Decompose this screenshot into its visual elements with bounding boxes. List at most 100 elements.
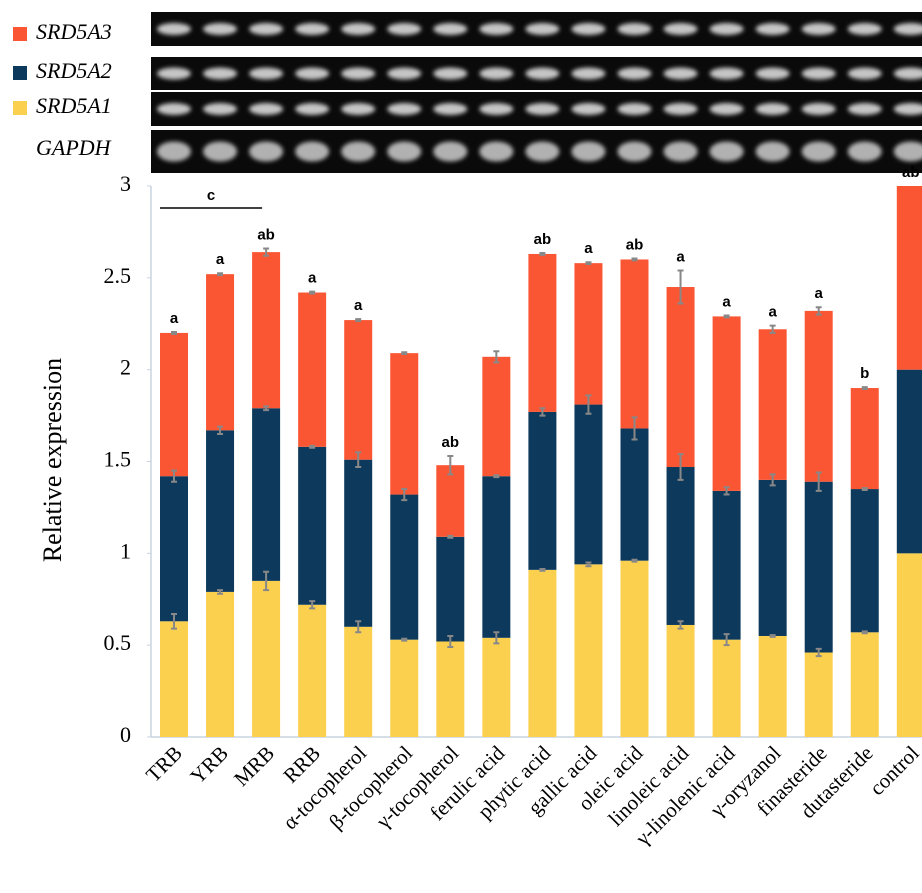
legend-swatch bbox=[13, 27, 27, 41]
gel-band bbox=[710, 68, 744, 80]
gel-band bbox=[295, 142, 329, 162]
gel-band bbox=[710, 23, 744, 35]
bar-segment bbox=[160, 333, 188, 476]
bar-segment bbox=[206, 274, 234, 430]
significance-label: a bbox=[170, 310, 179, 327]
gel-band bbox=[571, 23, 605, 35]
gel-band bbox=[249, 103, 283, 115]
bar-segment bbox=[436, 537, 464, 642]
y-tick-label: 1 bbox=[120, 538, 131, 563]
bar-segment bbox=[390, 640, 418, 737]
significance-label: a bbox=[584, 240, 593, 257]
x-tick-label: YRB bbox=[185, 741, 233, 789]
error-bar bbox=[862, 631, 868, 633]
bar-segment bbox=[252, 581, 280, 737]
bar-segment bbox=[298, 605, 326, 737]
gel-band bbox=[157, 142, 191, 162]
bracket-label: c bbox=[207, 187, 215, 204]
error-bar bbox=[355, 319, 361, 321]
bar-segment bbox=[805, 653, 833, 737]
gel-band bbox=[618, 23, 652, 35]
bar-segment bbox=[897, 186, 922, 370]
gel-band bbox=[802, 23, 836, 35]
bar-segment bbox=[759, 329, 787, 480]
bar-segment bbox=[621, 259, 649, 428]
gel-reference-label: GAPDH bbox=[36, 135, 112, 160]
gel-band bbox=[387, 142, 421, 162]
bar-segment bbox=[713, 640, 741, 737]
bar-segment bbox=[667, 467, 695, 625]
bar-segment bbox=[436, 641, 464, 737]
gel-band bbox=[157, 68, 191, 80]
gel-band bbox=[341, 142, 375, 162]
gel-band bbox=[387, 68, 421, 80]
y-axis-label: Relative expression bbox=[38, 358, 67, 562]
gel-band bbox=[479, 23, 513, 35]
significance-label: a bbox=[768, 304, 777, 321]
gel-band bbox=[756, 23, 790, 35]
error-bar bbox=[585, 262, 591, 264]
error-bar bbox=[309, 446, 315, 448]
error-bar bbox=[493, 475, 499, 477]
gel-band bbox=[341, 103, 375, 115]
significance-label: ab bbox=[534, 231, 552, 248]
gel-band bbox=[341, 68, 375, 80]
chart: SRD5A3SRD5A2SRD5A1GAPDH Relative express… bbox=[0, 0, 922, 893]
bar-segment bbox=[482, 476, 510, 638]
bar-segment bbox=[206, 592, 234, 737]
y-tick-label: 3 bbox=[120, 171, 131, 196]
bar-segment bbox=[851, 388, 879, 489]
error-bar bbox=[862, 488, 868, 490]
gel-band bbox=[802, 68, 836, 80]
bar-segment bbox=[759, 480, 787, 636]
gel-band bbox=[710, 142, 744, 162]
gel-band bbox=[295, 103, 329, 115]
gel-band bbox=[664, 142, 698, 162]
bar-segment bbox=[574, 263, 602, 404]
gel-band bbox=[848, 68, 882, 80]
gel-band bbox=[848, 23, 882, 35]
gel-image bbox=[151, 12, 922, 173]
gel-band bbox=[433, 142, 467, 162]
gel-band bbox=[479, 103, 513, 115]
significance-label: ab bbox=[442, 434, 460, 451]
gel-band bbox=[802, 142, 836, 162]
gel-band bbox=[756, 142, 790, 162]
bar-segment bbox=[574, 405, 602, 565]
gel-band bbox=[249, 68, 283, 80]
legend-swatch bbox=[13, 101, 27, 115]
gel-band bbox=[802, 103, 836, 115]
bar-segment bbox=[851, 632, 879, 737]
bar-segment bbox=[851, 489, 879, 632]
gel-band bbox=[157, 103, 191, 115]
bar-segment bbox=[482, 638, 510, 737]
significance-label: ab bbox=[902, 164, 920, 181]
legend-label: SRD5A2 bbox=[36, 58, 112, 83]
page: {"chart_data": { "type": "stacked-bar", … bbox=[0, 0, 922, 893]
y-tick-label: 0 bbox=[120, 722, 131, 747]
significance-label: a bbox=[308, 270, 317, 287]
error-bar bbox=[632, 259, 638, 261]
gel-band bbox=[525, 103, 559, 115]
gel-band bbox=[249, 23, 283, 35]
bar-segment bbox=[344, 460, 372, 627]
bar-segment bbox=[621, 428, 649, 560]
bar-segment bbox=[252, 408, 280, 581]
bar-segment bbox=[344, 627, 372, 737]
gel-band bbox=[295, 23, 329, 35]
error-bar bbox=[217, 273, 223, 275]
gel-band bbox=[618, 103, 652, 115]
bar-segment bbox=[713, 491, 741, 640]
error-bar bbox=[539, 253, 545, 255]
error-bar bbox=[447, 536, 453, 538]
gel-band bbox=[664, 103, 698, 115]
gel-band bbox=[387, 103, 421, 115]
error-bar bbox=[401, 639, 407, 641]
gel-band bbox=[341, 23, 375, 35]
significance-label: a bbox=[815, 285, 824, 302]
bar-segment bbox=[298, 447, 326, 605]
bar-segment bbox=[344, 320, 372, 460]
gel-band bbox=[571, 103, 605, 115]
y-tick-label: 0.5 bbox=[104, 630, 132, 655]
